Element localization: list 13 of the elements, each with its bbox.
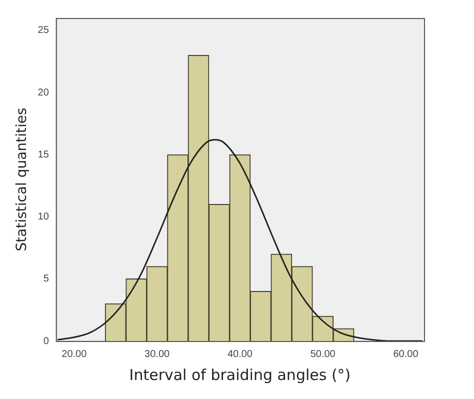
y-tick-label: 15 — [38, 149, 50, 160]
y-tick-label: 25 — [38, 25, 50, 36]
y-tick-label: 5 — [43, 274, 50, 285]
y-tick-label: 20 — [38, 87, 50, 98]
x-tick-label: 20.00 — [62, 348, 88, 360]
y-tick-label: 10 — [38, 212, 50, 223]
x-axis-title: Interval of braiding angles (°) — [129, 366, 351, 384]
y-axis-title: Statistical quantities — [14, 108, 30, 252]
x-tick-label: 30.00 — [144, 348, 170, 360]
y-tick-label: 0 — [43, 336, 50, 347]
x-tick-label: 40.00 — [227, 348, 253, 360]
x-tick-label: 60.00 — [393, 348, 419, 360]
x-tick-label: 50.00 — [310, 348, 336, 360]
